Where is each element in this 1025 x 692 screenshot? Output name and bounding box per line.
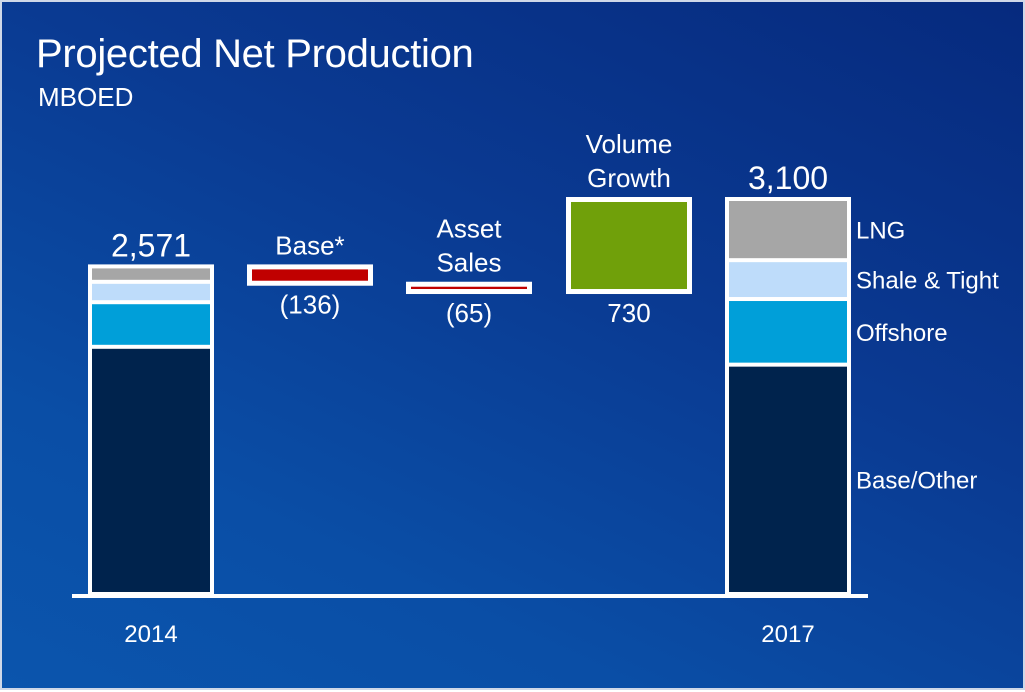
delta-value-label: 730 <box>607 298 650 328</box>
chart-subtitle: MBOED <box>38 82 134 112</box>
delta-category-label: Base* <box>275 230 344 260</box>
chart-title: Projected Net Production <box>36 32 474 76</box>
delta-bar-negative <box>411 286 527 290</box>
bar-segment-base-other <box>729 366 847 592</box>
x-tick-label: 2014 <box>124 621 177 648</box>
legend-label-base-other: Base/Other <box>856 467 977 494</box>
legend-label-lng: LNG <box>856 218 905 245</box>
bar-segment-base-other <box>92 348 210 592</box>
delta-bar-negative <box>252 269 368 281</box>
delta-bar-positive <box>571 202 687 290</box>
delta-category-label: Volume <box>586 129 673 159</box>
x-tick-label: 2017 <box>761 621 814 648</box>
total-value-label: 2,571 <box>111 227 191 263</box>
bar-segment-offshore <box>92 304 210 345</box>
delta-category-label: Growth <box>587 163 671 193</box>
delta-category-label: Asset <box>436 214 502 244</box>
delta-category-label: Sales <box>436 248 501 278</box>
legend-label-offshore: Offshore <box>856 320 948 347</box>
bar-segment-lng <box>92 268 210 280</box>
delta-value-label: (65) <box>446 298 492 328</box>
delta-value-label: (136) <box>280 290 341 320</box>
total-value-label: 3,100 <box>748 160 828 196</box>
bar-segment-shale-tight <box>729 262 847 298</box>
bar-segment-lng <box>729 201 847 259</box>
bar-segment-shale-tight <box>92 283 210 301</box>
legend-label-shale-tight: Shale & Tight <box>856 268 999 295</box>
bar-segment-offshore <box>729 301 847 363</box>
